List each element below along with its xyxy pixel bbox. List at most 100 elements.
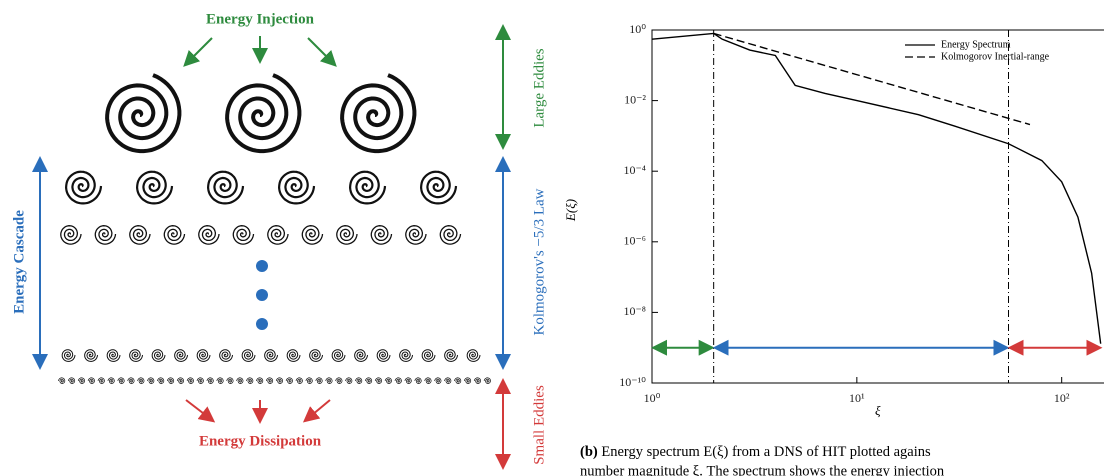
eddy: [127, 377, 135, 384]
legend-label: Kolmogorov Inertial-range: [941, 51, 1050, 62]
eddy: [483, 377, 491, 384]
eddy: [454, 377, 462, 384]
caption-label: (b): [580, 444, 598, 460]
eddy: [309, 349, 323, 362]
eddy: [64, 170, 103, 205]
eddy: [246, 377, 254, 384]
eddy: [399, 349, 413, 362]
plot-frame: [651, 29, 1104, 384]
x-axis-label: ξ: [875, 403, 881, 418]
arrow: [183, 37, 213, 67]
eddy: [84, 349, 98, 362]
eddy: [414, 377, 422, 384]
eddy: [216, 377, 224, 384]
eddy: [157, 377, 165, 384]
dissipation-label: Energy Dissipation: [199, 433, 322, 449]
x-tick-label: 10⁰: [644, 391, 661, 405]
eddy: [61, 349, 76, 362]
y-tick-label: 10⁻⁸: [623, 304, 646, 318]
eddy: [421, 349, 436, 362]
eddy: [186, 377, 194, 384]
eddy: [68, 377, 76, 384]
caption-text: Energy spectrum E(ξ) from a DNS of HIT p…: [601, 444, 931, 460]
eddy: [174, 349, 188, 362]
eddy: [129, 349, 143, 362]
eddy: [117, 377, 125, 384]
eddy: [354, 349, 368, 362]
cascade-diagram: Energy Injection Energy Dissipation Ener…: [11, 11, 547, 470]
eddy: [163, 225, 186, 245]
eddy: [439, 225, 462, 245]
eddy: [301, 225, 324, 245]
eddy: [225, 73, 302, 154]
eddy: [232, 225, 255, 245]
dot: [256, 318, 268, 330]
series-line: [651, 32, 1102, 344]
y-tick-label: 10⁻⁶: [623, 234, 646, 248]
eddy: [129, 225, 151, 245]
injection-label: Energy Injection: [206, 11, 315, 27]
eddy: [355, 377, 363, 384]
eddy: [196, 349, 211, 362]
eddy: [348, 170, 387, 205]
eddy: [374, 377, 382, 384]
eddy: [325, 377, 333, 384]
eddy: [275, 377, 283, 384]
eddy: [256, 377, 264, 384]
eddy: [340, 73, 417, 154]
eddy: [405, 225, 427, 245]
cascade-label: Energy Cascade: [11, 210, 27, 314]
eddy: [107, 377, 115, 384]
eddy: [444, 349, 458, 362]
eddy: [196, 377, 204, 384]
y-axis-label: E(ξ): [563, 199, 578, 222]
arrows: [32, 24, 511, 470]
caption: number magnitude ξ. The spectrum shows t…: [580, 463, 945, 476]
eddy: [241, 349, 256, 362]
eddy: [331, 349, 346, 362]
eddy: [236, 377, 244, 384]
eddy: [135, 170, 174, 205]
eddy: [266, 377, 274, 384]
eddy: [419, 170, 458, 205]
eddy: [106, 349, 121, 362]
y-tick-label: 10⁻⁴: [623, 163, 646, 177]
y-tick-label: 10⁰: [629, 22, 646, 36]
eddy: [137, 377, 145, 384]
eddy: [315, 377, 323, 384]
legend-label: Energy Spectrum: [941, 39, 1011, 50]
eddy: [277, 170, 316, 205]
eddy: [198, 225, 220, 245]
eddy: [336, 225, 358, 245]
eddy: [77, 377, 85, 384]
eddy: [206, 377, 214, 384]
eddy: [97, 377, 105, 384]
eddy: [147, 377, 155, 384]
eddy: [105, 73, 182, 154]
y-tick-label: 10⁻¹⁰: [619, 375, 646, 389]
eddy: [464, 377, 472, 384]
eddy: [335, 377, 343, 384]
eddy: [151, 349, 166, 362]
eddy: [384, 377, 392, 384]
spectrum-chart: 10⁰ 10¹ 10² 10⁻¹⁰ 10⁻⁸ 10⁻⁶ 10⁻⁴ 10⁻² 10⁰ ξ E(ξ) En…: [563, 22, 1104, 418]
large-eddies-label: Large Eddies: [531, 48, 547, 127]
arrow: [185, 399, 216, 423]
eddy: [376, 349, 391, 362]
eddy: [94, 225, 117, 245]
eddy: [345, 377, 353, 384]
x-tick-label: 10¹: [849, 391, 865, 405]
eddy: [424, 377, 432, 384]
eddy: [87, 377, 95, 384]
eddy: [286, 349, 301, 362]
eddy: [267, 225, 289, 245]
eddy: [370, 225, 393, 245]
arrow: [302, 399, 331, 423]
eddy: [434, 377, 442, 384]
eddy: [394, 377, 402, 384]
eddy: [404, 377, 412, 384]
eddy: [206, 170, 245, 205]
eddy: [264, 349, 278, 362]
eddy: [219, 349, 233, 362]
